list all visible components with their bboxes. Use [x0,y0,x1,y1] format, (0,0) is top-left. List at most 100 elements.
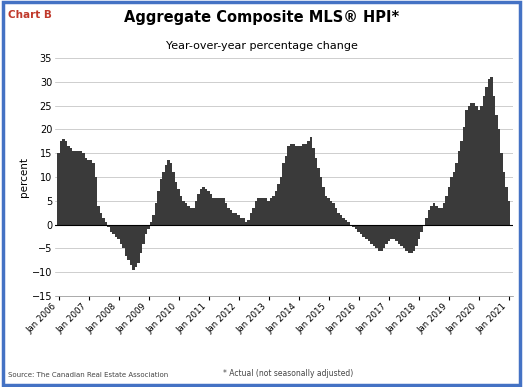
Bar [472,103,475,224]
Bar [90,160,93,224]
Bar [232,213,235,224]
Bar [157,191,160,224]
Bar [400,224,403,246]
Bar [177,189,180,224]
Bar [75,151,77,224]
Bar [333,203,335,224]
Bar [285,156,288,224]
Bar [370,224,372,244]
Bar [312,149,315,224]
Bar [395,224,397,241]
Bar [407,224,410,253]
Text: * Actual (not seasonally adjusted): * Actual (not seasonally adjusted) [222,370,353,378]
Bar [448,187,450,224]
Bar [385,224,388,244]
Bar [210,194,212,224]
Bar [97,205,100,224]
Bar [218,199,220,224]
Bar [438,208,440,224]
Bar [345,220,347,224]
Bar [128,224,130,260]
Bar [105,222,107,224]
Bar [60,141,62,224]
Bar [195,201,198,224]
Bar [392,224,395,239]
Bar [390,224,392,239]
Bar [445,196,448,224]
Bar [100,213,103,224]
Bar [135,224,138,267]
Bar [493,96,495,224]
Bar [170,163,173,224]
Bar [192,208,195,224]
Bar [138,224,140,263]
Bar [340,215,343,224]
Bar [83,153,85,224]
Bar [500,153,503,224]
Bar [225,203,228,224]
Bar [290,144,292,224]
Bar [85,158,87,224]
Bar [180,196,183,224]
Bar [67,146,70,224]
Bar [337,213,340,224]
Bar [405,224,407,251]
Bar [353,224,355,227]
Bar [155,203,157,224]
Bar [302,144,305,224]
Bar [440,208,442,224]
Bar [468,106,470,224]
Bar [163,172,165,224]
Bar [330,201,333,224]
Bar [497,129,500,224]
Bar [107,224,110,227]
Bar [465,110,468,224]
Bar [427,211,430,224]
Bar [320,177,323,224]
Bar [230,211,232,224]
Bar [265,199,267,224]
Bar [257,199,260,224]
Bar [305,144,308,224]
Bar [292,144,295,224]
Bar [503,172,505,224]
Bar [200,189,202,224]
Bar [152,215,155,224]
Bar [255,201,257,224]
Bar [323,187,325,224]
Bar [425,217,427,224]
Bar [315,158,317,224]
Bar [130,224,132,265]
Bar [187,205,190,224]
Text: Year-over-year percentage change: Year-over-year percentage change [166,41,357,51]
Bar [103,217,105,224]
Bar [430,205,433,224]
Bar [237,215,240,224]
Bar [72,151,75,224]
Bar [112,224,115,234]
Bar [272,196,275,224]
Bar [417,224,420,239]
Bar [205,189,208,224]
Bar [458,151,460,224]
Bar [58,153,60,224]
Bar [147,224,150,229]
Bar [470,103,472,224]
Bar [190,208,192,224]
Bar [415,224,417,246]
Bar [95,177,97,224]
Bar [410,224,413,253]
Bar [183,201,185,224]
Bar [62,139,65,224]
Bar [270,199,272,224]
Bar [480,106,483,224]
Bar [93,163,95,224]
Bar [495,115,497,224]
Bar [295,146,298,224]
Bar [388,224,390,241]
Bar [433,203,435,224]
Bar [327,199,330,224]
Bar [310,137,312,224]
Bar [115,224,118,236]
Bar [167,160,170,224]
